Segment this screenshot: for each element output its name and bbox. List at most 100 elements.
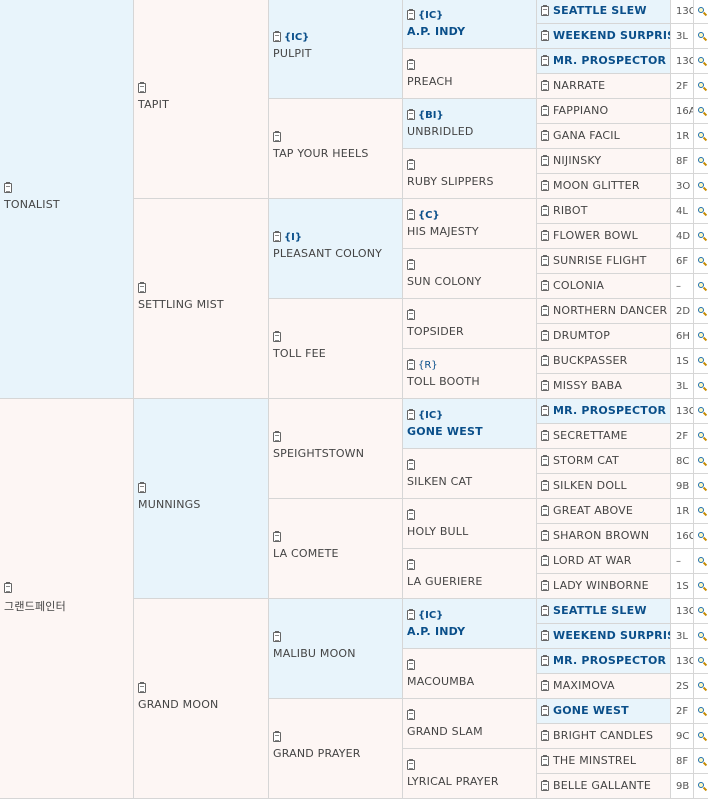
horse-name[interactable]: GRAND PRAYER [273, 747, 361, 760]
magnifier-icon[interactable] [694, 224, 708, 249]
clipboard-icon[interactable] [541, 430, 549, 441]
g4-horse-cell[interactable]: {IC} GONE WEST [403, 399, 537, 449]
clipboard-icon[interactable] [407, 109, 415, 120]
g5-horse-cell[interactable]: SHARON BROWN [537, 524, 671, 549]
horse-name[interactable]: MR. PROSPECTOR [553, 654, 667, 667]
horse-name[interactable]: MR. PROSPECTOR [553, 404, 667, 417]
g2-horse-cell[interactable]: MUNNINGS [134, 399, 269, 599]
clipboard-icon[interactable] [407, 759, 415, 770]
horse-name[interactable]: SETTLING MIST [138, 298, 224, 311]
clipboard-icon[interactable] [541, 730, 549, 741]
clipboard-icon[interactable] [138, 682, 146, 693]
horse-name[interactable]: SUNRISE FLIGHT [553, 254, 647, 267]
clipboard-icon[interactable] [273, 131, 281, 142]
horse-name[interactable]: DRUMTOP [553, 329, 611, 342]
g5-horse-cell[interactable]: STORM CAT [537, 449, 671, 474]
horse-name[interactable]: TOPSIDER [407, 325, 464, 338]
horse-name[interactable]: NORTHERN DANCER [553, 304, 668, 317]
horse-name[interactable]: GRAND MOON [138, 698, 219, 711]
horse-name[interactable]: HOLY BULL [407, 525, 469, 538]
magnifier-icon[interactable] [694, 599, 708, 624]
clipboard-icon[interactable] [273, 331, 281, 342]
g4-horse-cell[interactable]: PREACH [403, 49, 537, 99]
horse-name[interactable]: MOON GLITTER [553, 179, 640, 192]
g5-horse-cell[interactable]: SECRETTAME [537, 424, 671, 449]
magnifier-icon[interactable] [694, 99, 708, 124]
clipboard-icon[interactable] [541, 655, 549, 666]
horse-name[interactable]: TOLL FEE [273, 347, 326, 360]
magnifier-icon[interactable] [694, 649, 708, 674]
g4-horse-cell[interactable]: LYRICAL PRAYER [403, 749, 537, 799]
g5-horse-cell[interactable]: LADY WINBORNE [537, 574, 671, 599]
horse-name[interactable]: SUN COLONY [407, 275, 482, 288]
horse-name[interactable]: MR. PROSPECTOR [553, 54, 667, 67]
g5-horse-cell[interactable]: WEEKEND SURPRISE [537, 624, 671, 649]
clipboard-icon[interactable] [541, 230, 549, 241]
magnifier-icon[interactable] [694, 24, 708, 49]
magnifier-icon[interactable] [694, 249, 708, 274]
horse-name[interactable]: FAPPIANO [553, 104, 609, 117]
clipboard-icon[interactable] [138, 282, 146, 293]
clipboard-icon[interactable] [273, 231, 281, 242]
horse-name[interactable]: WEEKEND SURPRISE [553, 629, 671, 642]
clipboard-icon[interactable] [541, 780, 549, 791]
clipboard-icon[interactable] [273, 731, 281, 742]
g5-horse-cell[interactable]: NORTHERN DANCER [537, 299, 671, 324]
g5-horse-cell[interactable]: MAXIMOVA [537, 674, 671, 699]
clipboard-icon[interactable] [541, 455, 549, 466]
g5-horse-cell[interactable]: RIBOT [537, 199, 671, 224]
horse-name[interactable]: SILKEN DOLL [553, 479, 627, 492]
horse-name[interactable]: HIS MAJESTY [407, 225, 479, 238]
magnifier-icon[interactable] [694, 474, 708, 499]
horse-name[interactable]: NARRATE [553, 79, 606, 92]
magnifier-icon[interactable] [694, 274, 708, 299]
clipboard-icon[interactable] [541, 105, 549, 116]
clipboard-icon[interactable] [541, 630, 549, 641]
clipboard-icon[interactable] [407, 609, 415, 620]
clipboard-icon[interactable] [407, 309, 415, 320]
clipboard-icon[interactable] [541, 280, 549, 291]
horse-name[interactable]: LYRICAL PRAYER [407, 775, 499, 788]
g3-horse-cell[interactable]: {I} PLEASANT COLONY [269, 199, 403, 299]
g5-horse-cell[interactable]: SEATTLE SLEW [537, 0, 671, 24]
horse-name[interactable]: THE MINSTREL [553, 754, 637, 767]
horse-name[interactable]: PREACH [407, 75, 453, 88]
horse-name[interactable]: MISSY BABA [553, 379, 623, 392]
g4-horse-cell[interactable]: RUBY SLIPPERS [403, 149, 537, 199]
clipboard-icon[interactable] [407, 9, 415, 20]
clipboard-icon[interactable] [4, 182, 12, 193]
g5-horse-cell[interactable]: MR. PROSPECTOR [537, 399, 671, 424]
clipboard-icon[interactable] [138, 82, 146, 93]
g5-horse-cell[interactable]: FLOWER BOWL [537, 224, 671, 249]
clipboard-icon[interactable] [4, 582, 12, 593]
horse-name[interactable]: WEEKEND SURPRISE [553, 29, 671, 42]
clipboard-icon[interactable] [541, 405, 549, 416]
magnifier-icon[interactable] [694, 299, 708, 324]
clipboard-icon[interactable] [541, 255, 549, 266]
horse-name[interactable]: MALIBU MOON [273, 647, 356, 660]
g4-horse-cell[interactable]: {IC} A.P. INDY [403, 0, 537, 49]
clipboard-icon[interactable] [541, 180, 549, 191]
horse-name[interactable]: FLOWER BOWL [553, 229, 638, 242]
g5-horse-cell[interactable]: GANA FACIL [537, 124, 671, 149]
clipboard-icon[interactable] [541, 505, 549, 516]
magnifier-icon[interactable] [694, 449, 708, 474]
g4-horse-cell[interactable]: {C} HIS MAJESTY [403, 199, 537, 249]
clipboard-icon[interactable] [541, 305, 549, 316]
g3-horse-cell[interactable]: TAP YOUR HEELS [269, 99, 403, 199]
horse-name[interactable]: GANA FACIL [553, 129, 621, 142]
g4-horse-cell[interactable]: MACOUMBA [403, 649, 537, 699]
clipboard-icon[interactable] [407, 459, 415, 470]
horse-name[interactable]: NIJINSKY [553, 154, 602, 167]
horse-name[interactable]: TAP YOUR HEELS [273, 147, 369, 160]
g5-horse-cell[interactable]: MR. PROSPECTOR [537, 49, 671, 74]
horse-name[interactable]: A.P. INDY [407, 25, 466, 38]
g5-horse-cell[interactable]: SILKEN DOLL [537, 474, 671, 499]
magnifier-icon[interactable] [694, 574, 708, 599]
clipboard-icon[interactable] [273, 631, 281, 642]
horse-name[interactable]: LADY WINBORNE [553, 579, 649, 592]
clipboard-icon[interactable] [273, 531, 281, 542]
horse-name[interactable]: GRAND SLAM [407, 725, 483, 738]
magnifier-icon[interactable] [694, 674, 708, 699]
magnifier-icon[interactable] [694, 349, 708, 374]
